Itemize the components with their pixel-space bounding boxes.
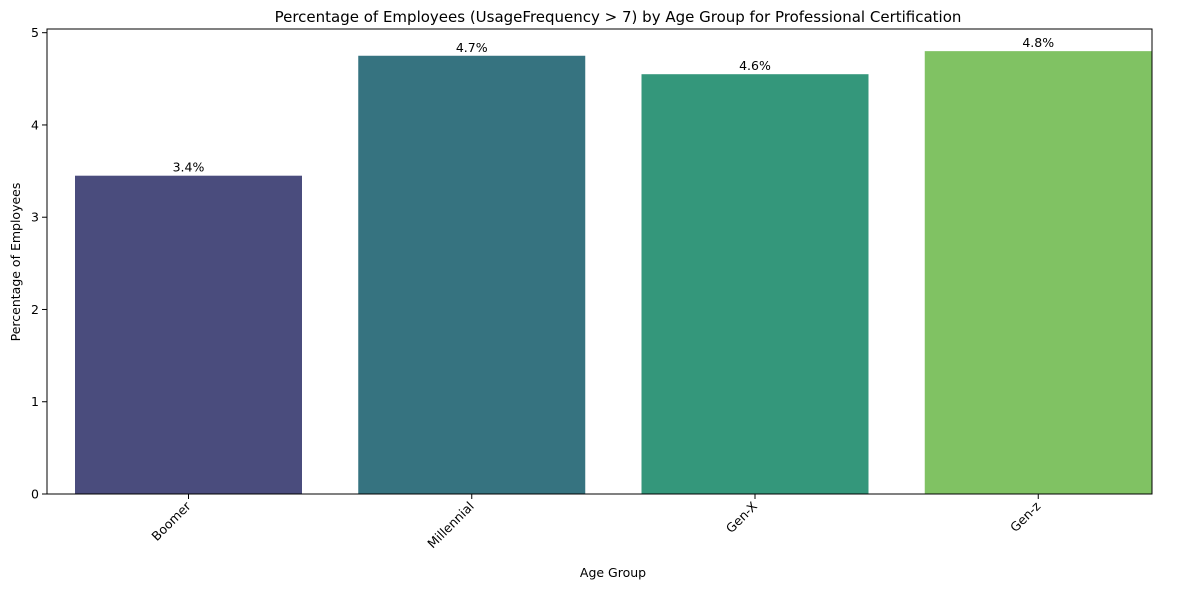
data-label-gen-x: 4.6% — [739, 58, 771, 73]
y-axis-ticks: 0 1 2 3 4 5 — [31, 25, 47, 502]
x-axis-label: Age Group — [580, 565, 646, 580]
data-label-millennial: 4.7% — [456, 40, 488, 55]
y-tick-label: 4 — [31, 117, 39, 132]
y-tick-label: 2 — [31, 302, 39, 317]
chart-title: Percentage of Employees (UsageFrequency … — [275, 8, 962, 26]
data-label-boomer: 3.4% — [173, 160, 205, 175]
x-tick-label-gen-x: Gen-X — [723, 498, 761, 536]
x-tick-label-gen-z: Gen-z — [1007, 498, 1044, 535]
y-tick-label: 0 — [31, 487, 39, 502]
data-label-gen-z: 4.8% — [1022, 35, 1054, 50]
plot-frame — [46, 28, 1153, 495]
y-axis-label: Percentage of Employees — [8, 183, 23, 342]
x-tick-label-boomer: Boomer — [148, 498, 194, 544]
data-labels-layer: 3.4% 4.7% 4.6% 4.8% — [173, 35, 1055, 175]
x-tick-label-millennial: Millennial — [424, 499, 477, 552]
y-tick-label: 1 — [31, 394, 39, 409]
bar-gen-x — [641, 74, 869, 494]
bar-millennial — [358, 55, 586, 494]
y-tick-label: 3 — [31, 210, 39, 225]
x-axis-ticks: Boomer Millennial Gen-X Gen-z — [148, 494, 1044, 552]
y-tick-label: 5 — [31, 25, 39, 40]
bar-boomer — [75, 175, 302, 495]
bar-gen-z — [924, 51, 1152, 495]
bars-layer — [75, 51, 1152, 495]
